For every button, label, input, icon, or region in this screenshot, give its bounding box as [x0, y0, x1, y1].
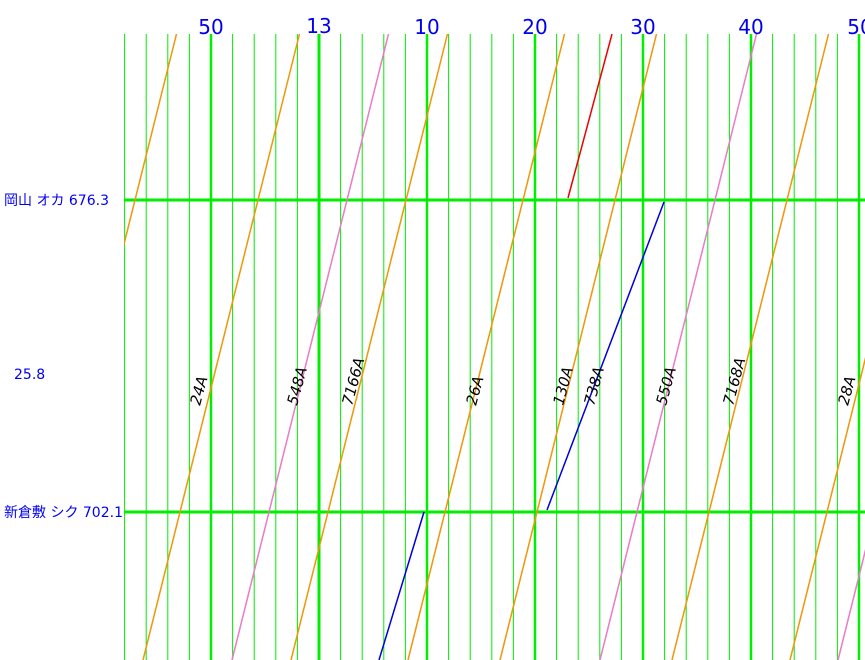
time-label: 40 [738, 15, 763, 39]
train-line [124, 34, 178, 248]
train-lines [124, 34, 865, 660]
time-label: 20 [522, 15, 547, 39]
time-label: 13 [306, 14, 331, 38]
train-line [567, 34, 613, 199]
train-label: 26A [462, 374, 487, 407]
train-label: 130A [549, 365, 576, 407]
train-label: 738A [580, 365, 607, 407]
time-label: 30 [630, 15, 655, 39]
train-line [231, 34, 390, 660]
train-line [546, 201, 665, 511]
station-label: 新倉敷 シク 702.1 [4, 505, 123, 521]
train-line [789, 356, 865, 660]
time-label: 50 [847, 15, 865, 39]
distance-label: 25.8 [14, 367, 45, 383]
train-line [671, 34, 830, 660]
time-label: 50 [198, 15, 223, 39]
train-label: 550A [652, 365, 679, 407]
train-line [499, 34, 658, 660]
time-label: 10 [414, 15, 439, 39]
station-label: 岡山 オカ 676.3 [4, 193, 109, 209]
train-line [407, 34, 566, 660]
train-line [599, 34, 758, 660]
grid [124, 34, 865, 660]
train-label: 7166A [338, 356, 368, 407]
train-line [378, 511, 425, 660]
train-line [837, 548, 865, 660]
train-label: 28A [834, 374, 859, 407]
labels: 岡山 オカ 676.3 新倉敷 シク 702.1 25.8 50 13 10 20 30… [4, 14, 865, 521]
train-line [142, 34, 301, 660]
train-label: 548A [283, 365, 310, 407]
train-line [290, 34, 449, 660]
train-label: 7168A [719, 356, 749, 407]
